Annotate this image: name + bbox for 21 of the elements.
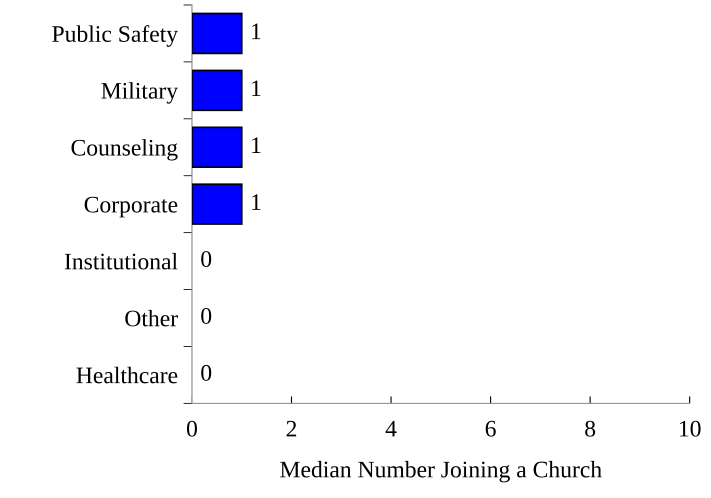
y-tick-label: Institutional xyxy=(64,252,178,270)
x-tick-label: 6 xyxy=(486,420,496,437)
y-tick-label: Counseling xyxy=(71,139,178,161)
data-label: 0 xyxy=(201,251,212,268)
y-tick-label: Corporate xyxy=(84,196,178,218)
y-tick-label: Other xyxy=(125,310,178,326)
data-label: 1 xyxy=(252,137,260,153)
x-tick-label: 10 xyxy=(680,420,701,437)
x-tick-label: 0 xyxy=(186,420,197,437)
x-tick-label: 4 xyxy=(386,420,397,436)
data-label: 0 xyxy=(201,308,212,324)
x-tick-label: 8 xyxy=(585,420,596,437)
data-label: 1 xyxy=(252,80,260,96)
x-tick-label: 2 xyxy=(286,420,296,436)
x-axis-title: Median Number Joining a Church xyxy=(280,460,602,482)
data-label: 0 xyxy=(201,364,212,381)
y-tick-label: Public Safety xyxy=(52,25,178,47)
data-label: 1 xyxy=(252,24,260,40)
y-tick-label: Military xyxy=(101,82,178,104)
y-tick-label: Healthcare xyxy=(76,366,178,384)
data-label: 1 xyxy=(252,194,260,210)
